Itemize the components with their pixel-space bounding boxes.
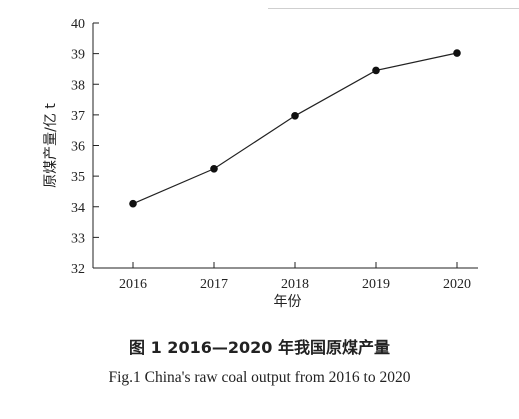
data-point bbox=[210, 164, 218, 173]
y-axis-ticks: 32 33 34 35 36 37 38 39 40 bbox=[71, 17, 99, 277]
y-tick-label: 34 bbox=[71, 201, 85, 216]
x-axis-ticks: 2016 2017 2018 2019 2020 bbox=[119, 262, 471, 292]
data-point bbox=[453, 49, 461, 57]
y-tick-label: 33 bbox=[71, 231, 85, 246]
y-tick-label: 35 bbox=[71, 170, 85, 185]
x-tick-label: 2016 bbox=[119, 277, 147, 292]
chart-axes bbox=[92, 23, 478, 269]
x-tick-label: 2018 bbox=[281, 277, 309, 292]
y-tick-label: 32 bbox=[71, 262, 85, 277]
y-tick-label: 36 bbox=[71, 140, 85, 155]
data-point bbox=[291, 111, 299, 120]
y-axis-title: 原煤产量/亿 t bbox=[43, 103, 59, 188]
y-tick-label: 37 bbox=[71, 109, 85, 124]
y-tick-label: 40 bbox=[71, 17, 85, 32]
y-tick-label: 38 bbox=[71, 78, 85, 93]
data-point bbox=[372, 66, 380, 75]
x-tick-label: 2020 bbox=[443, 277, 471, 292]
x-tick-label: 2019 bbox=[362, 277, 390, 292]
x-tick-label: 2017 bbox=[200, 277, 228, 292]
y-tick-label: 39 bbox=[71, 48, 85, 63]
x-axis-title: 年份 bbox=[274, 294, 302, 310]
top-divider-line bbox=[268, 0, 519, 9]
figure-caption-english: Fig.1 China's raw coal output from 2016 … bbox=[108, 369, 411, 386]
data-point bbox=[129, 199, 137, 208]
figure-caption-chinese: 图 1 2016—2020 年我国原煤产量 bbox=[129, 338, 390, 357]
series-line bbox=[132, 52, 458, 205]
data-series bbox=[129, 49, 461, 208]
